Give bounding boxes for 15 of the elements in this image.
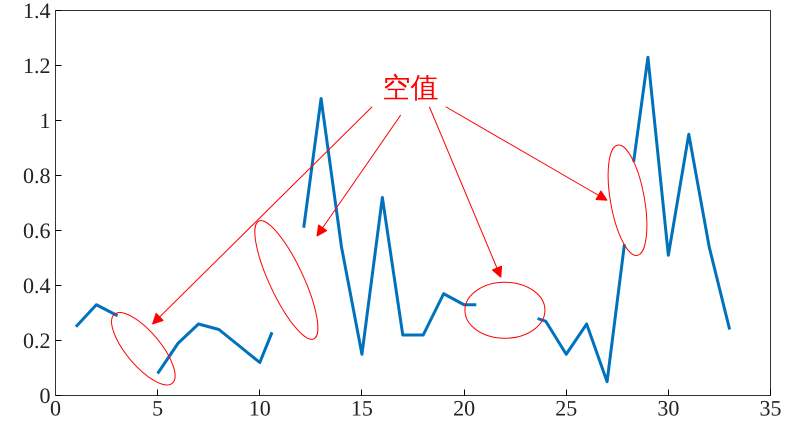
- x-tick-label: 10: [248, 396, 271, 420]
- y-tick-label: 0.2: [23, 328, 50, 353]
- x-tick-label: 25: [555, 396, 578, 420]
- y-tick-label: 0.6: [23, 218, 50, 243]
- x-tick-label: 5: [152, 396, 164, 420]
- y-tick-label: 0.8: [23, 163, 50, 188]
- x-tick-label: 35: [760, 396, 782, 420]
- y-tick-label: 0.4: [23, 273, 50, 298]
- x-tick-label: 15: [350, 396, 373, 420]
- y-tick-label: 1: [40, 108, 50, 133]
- x-tick-label: 20: [453, 396, 476, 420]
- x-tick-label: 30: [657, 396, 680, 420]
- annotation: 空值: [382, 73, 438, 104]
- y-tick-label: 1.2: [23, 53, 50, 78]
- y-tick-label: 1.4: [23, 0, 50, 23]
